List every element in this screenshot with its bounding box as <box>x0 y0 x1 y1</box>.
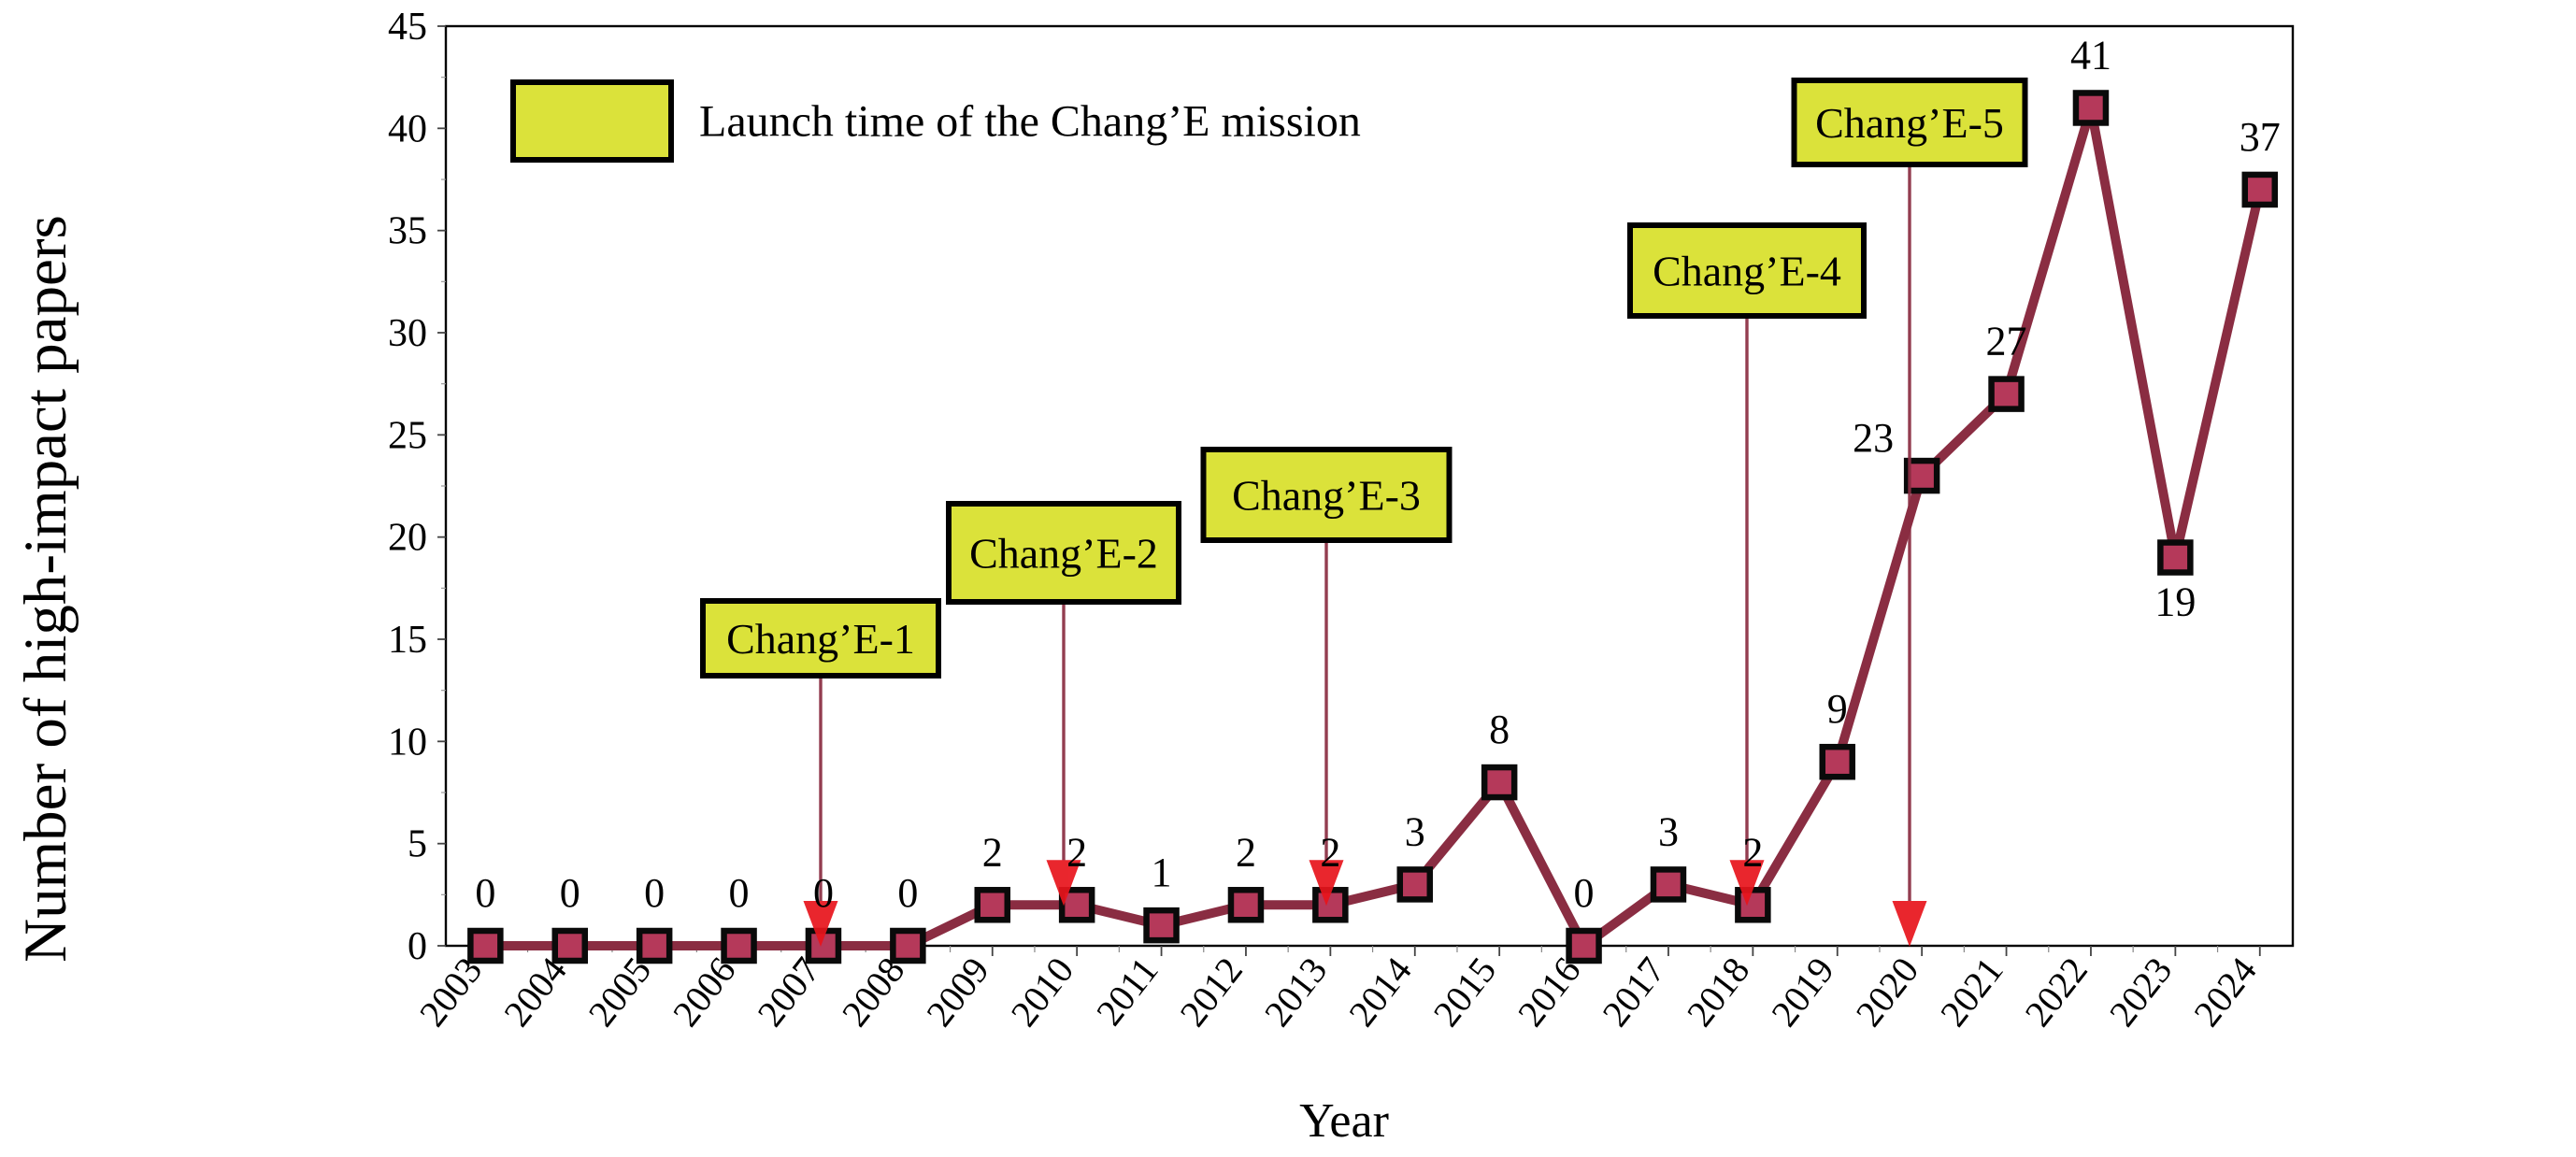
svg-text:27: 27 <box>1986 319 2027 364</box>
svg-text:2: 2 <box>1742 829 1763 875</box>
svg-text:2: 2 <box>1320 829 1340 875</box>
svg-text:30: 30 <box>388 312 427 355</box>
svg-text:Chang’E-3: Chang’E-3 <box>1232 472 1421 520</box>
svg-text:Launch time of the Chang’E mis: Launch time of the Chang’E mission <box>699 97 1361 147</box>
svg-text:2: 2 <box>1236 829 1256 875</box>
svg-text:0: 0 <box>813 870 834 916</box>
svg-text:15: 15 <box>388 619 427 662</box>
svg-text:0: 0 <box>475 870 495 916</box>
svg-text:25: 25 <box>388 414 427 457</box>
svg-text:10: 10 <box>388 721 427 764</box>
svg-text:5: 5 <box>408 823 427 866</box>
svg-text:20: 20 <box>388 517 427 560</box>
svg-text:0: 0 <box>729 870 750 916</box>
svg-text:23: 23 <box>1853 415 1894 461</box>
svg-text:37: 37 <box>2240 114 2281 160</box>
svg-text:Chang’E-1: Chang’E-1 <box>726 615 915 663</box>
svg-text:Chang’E-2: Chang’E-2 <box>969 530 1158 578</box>
svg-text:45: 45 <box>388 6 427 49</box>
svg-text:2: 2 <box>1066 829 1087 875</box>
svg-text:40: 40 <box>388 107 427 150</box>
svg-text:3: 3 <box>1658 808 1679 854</box>
svg-text:0: 0 <box>1574 870 1595 916</box>
svg-text:0: 0 <box>560 870 580 916</box>
svg-text:0: 0 <box>408 925 427 968</box>
svg-text:35: 35 <box>388 210 427 253</box>
svg-text:Year: Year <box>1299 1094 1389 1148</box>
svg-text:Chang’E-4: Chang’E-4 <box>1653 248 1841 295</box>
svg-text:0: 0 <box>897 870 918 916</box>
svg-text:1: 1 <box>1152 850 1172 895</box>
svg-text:Number of high-impact papers: Number of high-impact papers <box>12 215 79 963</box>
svg-text:19: 19 <box>2154 579 2196 625</box>
svg-text:Chang’E-5: Chang’E-5 <box>1815 99 2004 147</box>
svg-text:41: 41 <box>2070 32 2111 78</box>
svg-text:3: 3 <box>1405 808 1425 854</box>
svg-text:9: 9 <box>1827 686 1848 732</box>
svg-text:2: 2 <box>982 829 1003 875</box>
svg-text:8: 8 <box>1489 707 1510 752</box>
svg-text:0: 0 <box>644 870 665 916</box>
